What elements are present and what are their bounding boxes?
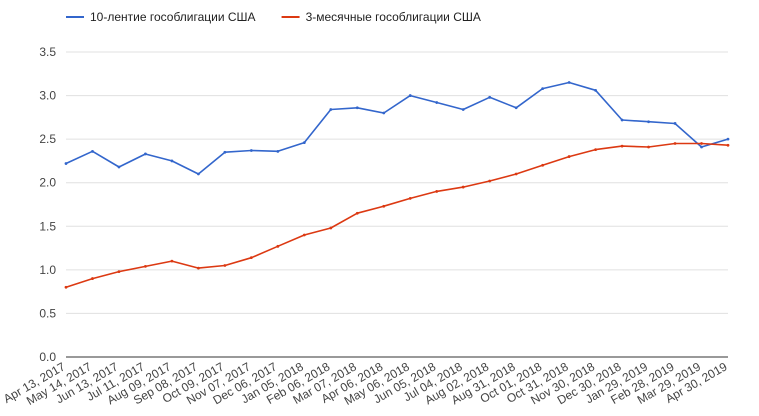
data-point[interactable]	[276, 149, 280, 153]
data-point[interactable]	[435, 101, 439, 104]
data-point[interactable]	[197, 266, 200, 270]
data-point[interactable]	[514, 172, 518, 176]
data-point[interactable]	[700, 145, 703, 149]
data-point[interactable]	[567, 81, 571, 84]
data-point[interactable]	[144, 264, 147, 268]
legend-label: 3-месячные гособлигации США	[306, 10, 481, 24]
data-point[interactable]	[408, 94, 412, 97]
data-point[interactable]	[700, 142, 703, 145]
data-point[interactable]	[726, 143, 730, 147]
y-tick-label: 3.0	[39, 89, 56, 103]
series-layer	[64, 81, 730, 289]
legend-label: 10-лентие гособлигации США	[90, 10, 256, 24]
data-point[interactable]	[170, 259, 174, 263]
data-point[interactable]	[91, 149, 94, 153]
grid-layer	[66, 51, 728, 358]
data-point[interactable]	[117, 165, 121, 169]
data-point[interactable]	[488, 95, 492, 99]
series-line[interactable]	[65, 81, 729, 175]
data-point[interactable]	[276, 244, 280, 248]
series-1	[64, 81, 730, 176]
data-point[interactable]	[302, 141, 306, 145]
data-point[interactable]	[541, 87, 545, 90]
data-point[interactable]	[514, 106, 518, 110]
data-point[interactable]	[355, 106, 359, 110]
y-tick-label: 3.5	[39, 45, 56, 59]
data-point[interactable]	[170, 159, 174, 163]
data-point[interactable]	[249, 149, 253, 152]
data-point[interactable]	[541, 163, 545, 167]
data-point[interactable]	[91, 277, 94, 280]
data-point[interactable]	[488, 179, 492, 183]
data-point[interactable]	[408, 197, 412, 200]
data-point[interactable]	[620, 118, 624, 122]
data-point[interactable]	[355, 211, 359, 215]
data-point[interactable]	[329, 108, 333, 111]
data-point[interactable]	[461, 108, 465, 111]
series-line[interactable]	[65, 142, 729, 289]
data-point[interactable]	[382, 204, 386, 208]
data-point[interactable]	[117, 270, 121, 273]
y-tick-label: 2.0	[39, 176, 56, 190]
data-point[interactable]	[673, 122, 677, 125]
data-point[interactable]	[302, 233, 306, 237]
data-point[interactable]	[382, 111, 386, 115]
data-point[interactable]	[620, 144, 624, 148]
data-point[interactable]	[726, 137, 730, 141]
y-tick-label: 1.0	[39, 263, 56, 277]
legend[interactable]: 10-лентие гособлигации США 3-месячные гос…	[66, 10, 481, 24]
data-point[interactable]	[223, 150, 227, 154]
data-point[interactable]	[461, 185, 465, 189]
data-point[interactable]	[329, 226, 333, 230]
data-point[interactable]	[249, 256, 253, 260]
data-point[interactable]	[223, 264, 227, 267]
y-axis-ticks: 0.0 0.5 1.0 1.5 2.0 2.5 3.0 3.5	[39, 45, 56, 364]
data-point[interactable]	[64, 285, 68, 289]
data-point[interactable]	[673, 142, 677, 145]
y-tick-label: 2.5	[39, 132, 56, 146]
y-tick-label: 0.0	[39, 350, 56, 364]
data-point[interactable]	[647, 145, 650, 149]
series-2	[64, 142, 730, 289]
data-point[interactable]	[567, 155, 571, 158]
data-point[interactable]	[594, 148, 597, 152]
y-tick-label: 1.5	[39, 219, 56, 233]
data-point[interactable]	[594, 88, 597, 92]
data-point[interactable]	[197, 172, 200, 176]
y-tick-label: 0.5	[39, 306, 56, 320]
data-point[interactable]	[144, 152, 147, 156]
data-point[interactable]	[647, 120, 650, 124]
legend-item-1[interactable]: 10-лентие гособлигации США	[66, 10, 256, 24]
data-point[interactable]	[64, 162, 68, 165]
legend-item-2[interactable]: 3-месячные гособлигации США	[281, 10, 481, 24]
data-point[interactable]	[435, 190, 439, 193]
